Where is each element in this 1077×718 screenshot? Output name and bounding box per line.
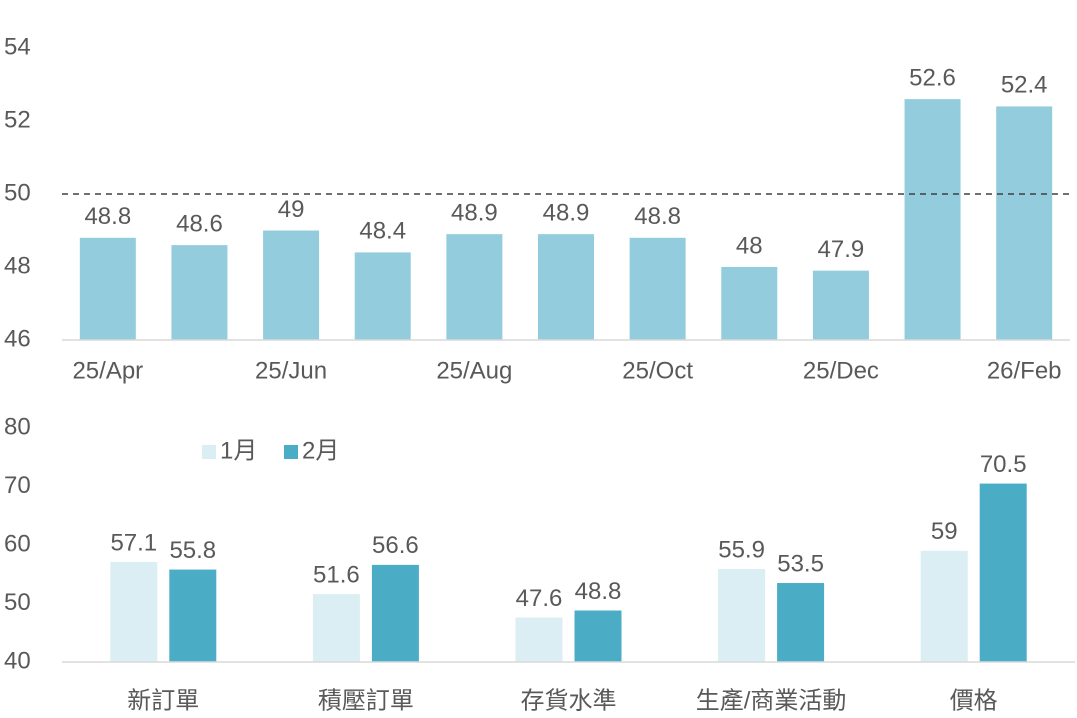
- x-tick-label: 存貨水準: [521, 687, 617, 714]
- y-tick-label: 48: [4, 252, 31, 279]
- bar: [996, 106, 1053, 341]
- value-label: 48.9: [543, 199, 590, 226]
- value-label: 55.8: [169, 537, 216, 564]
- y-tick-label: 50: [4, 179, 31, 206]
- y-tick-label: 52: [4, 106, 31, 133]
- legend-swatch: [284, 445, 298, 459]
- bar: [446, 234, 503, 340]
- y-tick-label: 40: [4, 647, 31, 674]
- bar: [718, 568, 766, 662]
- bar: [354, 252, 411, 340]
- value-label: 47.9: [818, 236, 865, 263]
- bar: [263, 230, 320, 340]
- x-tick-label: 25/Aug: [436, 357, 512, 384]
- x-tick-label: 價格: [950, 687, 998, 714]
- value-label: 48.8: [634, 203, 681, 230]
- bar: [169, 569, 217, 662]
- y-tick-label: 50: [4, 589, 31, 616]
- y-tick-label: 80: [4, 413, 31, 440]
- bar: [812, 270, 869, 340]
- value-label: 47.6: [516, 585, 563, 612]
- bar: [574, 610, 622, 662]
- y-tick-label: 70: [4, 472, 31, 499]
- value-label: 70.5: [980, 451, 1027, 478]
- legend-swatch: [202, 445, 216, 459]
- value-label: 53.5: [777, 550, 824, 577]
- value-label: 48.4: [359, 218, 406, 245]
- bar: [515, 617, 563, 662]
- bar: [538, 234, 594, 340]
- x-tick-label: 25/Oct: [622, 357, 693, 384]
- legend-label: 2月: [302, 437, 339, 464]
- value-label: 49: [278, 196, 305, 223]
- value-label: 56.6: [372, 532, 419, 559]
- value-label: 48.8: [84, 203, 131, 230]
- x-tick-label: 26/Feb: [987, 357, 1062, 384]
- x-tick-label: 25/Jun: [255, 357, 327, 384]
- bar: [312, 594, 360, 662]
- x-tick-label: 生產/商業活動: [696, 687, 847, 714]
- bar: [920, 550, 968, 662]
- bar: [979, 483, 1027, 662]
- value-label: 48.8: [575, 578, 622, 605]
- x-tick-label: 積壓訂單: [318, 687, 414, 714]
- bar: [110, 561, 158, 662]
- legend-label: 1月: [220, 437, 257, 464]
- value-label: 59: [931, 518, 958, 545]
- value-label: 55.9: [718, 536, 765, 563]
- x-tick-label: 25/Dec: [803, 357, 879, 384]
- value-label: 48.9: [451, 199, 498, 226]
- y-tick-label: 54: [4, 33, 31, 60]
- bar: [777, 583, 825, 662]
- bar: [904, 99, 961, 340]
- bar: [171, 245, 228, 340]
- value-label: 52.4: [1001, 72, 1048, 99]
- bar: [79, 237, 136, 340]
- value-label: 57.1: [110, 529, 157, 556]
- value-label: 48: [736, 232, 763, 259]
- bar: [629, 237, 686, 340]
- bar: [371, 564, 419, 662]
- value-label: 51.6: [313, 561, 360, 588]
- y-tick-label: 46: [4, 325, 31, 352]
- value-label: 52.6: [909, 64, 956, 91]
- value-label: 48.6: [176, 210, 223, 237]
- bar: [721, 267, 778, 340]
- x-tick-label: 新訂單: [127, 687, 199, 714]
- x-tick-label: 25/Apr: [72, 357, 143, 384]
- y-tick-label: 60: [4, 530, 31, 557]
